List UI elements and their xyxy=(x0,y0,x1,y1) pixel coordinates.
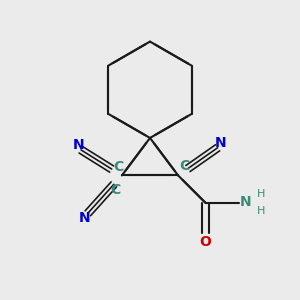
Text: C: C xyxy=(180,159,190,173)
Text: N: N xyxy=(215,136,227,150)
Text: O: O xyxy=(200,236,211,249)
Text: H: H xyxy=(257,206,265,216)
Text: C: C xyxy=(113,160,123,174)
Text: N: N xyxy=(79,211,90,225)
Text: N: N xyxy=(240,195,251,209)
Text: N: N xyxy=(73,138,84,152)
Text: C: C xyxy=(110,183,120,197)
Text: H: H xyxy=(257,189,265,199)
